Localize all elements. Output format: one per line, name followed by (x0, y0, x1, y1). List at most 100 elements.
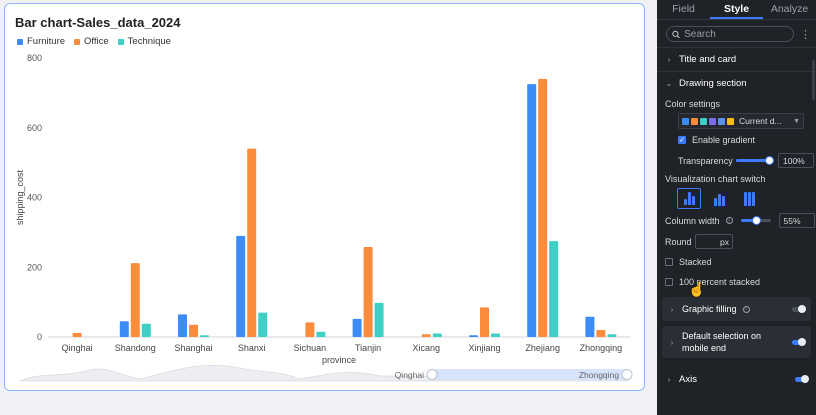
graphic-filling-row[interactable]: › Graphic filling i (662, 297, 811, 321)
bar-furniture-xinjiang (469, 335, 478, 337)
grouped-bar-button[interactable] (677, 188, 701, 209)
more-options-icon[interactable]: ⋮ (800, 28, 811, 41)
stacked-bar-button[interactable] (707, 188, 731, 209)
tab-analyze[interactable]: Analyze (770, 3, 809, 15)
percent-stacked-checkbox[interactable] (665, 278, 673, 286)
percent-stacked-bar-button[interactable] (737, 188, 761, 209)
chevron-right-icon: › (670, 304, 674, 314)
bar-technique-sichuan (316, 331, 326, 337)
search-icon (672, 30, 680, 38)
bar-office-zhejiang (538, 78, 548, 338)
legend-item-technique[interactable]: Technique (117, 36, 171, 47)
default-selection-label: Default selection on mobile end (682, 331, 762, 353)
axis-toggle[interactable] (795, 374, 809, 383)
bar-technique-shandong (141, 323, 151, 337)
y-tick-label: 400 (27, 193, 42, 203)
column-width-slider-knob[interactable] (752, 216, 762, 225)
column-width-slider[interactable] (740, 216, 771, 225)
x-tick-label: Tianjin (355, 343, 381, 353)
enable-gradient-row[interactable]: ✓ Enable gradient (678, 135, 816, 145)
bar-office-shandong (130, 263, 140, 337)
column-width-label: Column width (665, 215, 720, 226)
round-input[interactable]: px (695, 234, 733, 249)
y-tick-label: 0 (37, 332, 42, 342)
section-drawing-label: Drawing section (679, 78, 747, 89)
transparency-slider[interactable] (736, 156, 774, 165)
info-icon[interactable]: i (742, 305, 750, 313)
tab-field[interactable]: Field (672, 3, 695, 15)
info-icon[interactable]: i (725, 217, 733, 224)
search-box[interactable] (666, 26, 794, 42)
y-tick-label: 200 (27, 262, 42, 272)
y-tick-label: 800 (27, 53, 42, 63)
section-drawing[interactable]: ⌄ Drawing section (657, 71, 816, 95)
legend-item-furniture[interactable]: Furniture (17, 36, 65, 47)
palette-color-3 (700, 117, 707, 125)
enable-gradient-label: Enable gradient (692, 135, 756, 145)
legend-swatch-office (74, 38, 81, 45)
palette-color-5 (718, 117, 725, 125)
column-width-slider-fill (740, 219, 758, 222)
column-width-value[interactable]: 55% (778, 213, 815, 228)
tab-style[interactable]: Style (710, 0, 763, 19)
zoom-start-label: Qinghai (395, 370, 424, 380)
zoom-end-label: Zhongqing (579, 370, 619, 380)
y-axis-title: shipping_cost (15, 169, 25, 225)
bar-furniture-tianjin (352, 318, 362, 337)
enable-gradient-checkbox[interactable]: ✓ (678, 136, 686, 144)
chevron-right-icon: › (670, 337, 674, 347)
zoom-handle-left (426, 369, 438, 380)
default-selection-row[interactable]: › Default selection on mobile end (662, 326, 811, 358)
style-panel: Field Style Analyze ⋮ › Title and card ⌄… (657, 0, 816, 415)
hand-cursor-icon: ☝ (688, 281, 706, 297)
graphic-filling-toggle[interactable] (792, 304, 806, 313)
transparency-label: Transparency (678, 155, 733, 166)
legend-swatch-furniture (17, 38, 23, 45)
palette-color-6 (727, 117, 734, 125)
chart-card[interactable]: Bar chart-Sales_data_2024 Furniture Offi… (4, 3, 645, 391)
bar-technique-xinjiang (491, 333, 500, 337)
color-settings-label: Color settings (665, 99, 721, 109)
stacked-row[interactable]: Stacked (665, 257, 816, 267)
bar-furniture-zhongqing (585, 316, 595, 337)
x-tick-label: Shandong (115, 343, 156, 353)
bar-furniture-shandong (119, 321, 129, 337)
x-tick-label: Xinjiang (468, 343, 500, 353)
color-scheme-select[interactable]: Current d... ▼ (678, 113, 804, 129)
percent-stacked-row[interactable]: 100 percent stacked (665, 277, 816, 287)
panel-tabs: Field Style Analyze (657, 0, 816, 20)
stacked-checkbox[interactable] (665, 258, 673, 266)
section-title-and-card-label: Title and card (679, 54, 737, 65)
transparency-slider-knob[interactable] (765, 156, 774, 165)
palette-color-1 (682, 117, 689, 125)
zoom-handle-right (621, 369, 633, 380)
search-input[interactable] (684, 28, 793, 40)
transparency-value[interactable]: 100% (778, 153, 814, 168)
default-selection-toggle[interactable] (792, 337, 806, 346)
legend-item-office[interactable]: Office (74, 36, 109, 47)
chart-legend: Furniture Office Technique (17, 36, 171, 47)
chevron-down-icon: ⌄ (665, 79, 673, 88)
bar-technique-tianjin (374, 302, 384, 337)
round-unit: px (720, 236, 729, 247)
x-tick-label: Zhejiang (525, 343, 560, 353)
zoom-range-selection (432, 369, 628, 380)
bar-furniture-shanxi (236, 235, 246, 337)
x-tick-label: Qinghai (62, 343, 93, 353)
round-label: Round (665, 236, 692, 247)
viz-switch-group (677, 188, 816, 209)
legend-label-furniture: Furniture (27, 36, 66, 47)
section-axis-label: Axis (679, 373, 697, 385)
panel-scrollbar[interactable] (812, 60, 815, 100)
stacked-label: Stacked (679, 257, 712, 267)
color-scheme-label: Current d... (739, 116, 782, 126)
bar-furniture-zhejiang (527, 84, 537, 337)
bar-technique-zhongqing (607, 334, 617, 337)
section-title-and-card[interactable]: › Title and card (657, 47, 816, 71)
x-tick-label: Sichuan (294, 343, 327, 353)
section-axis[interactable]: › Axis (657, 367, 816, 391)
bar-office-shanxi (247, 148, 257, 337)
bar-technique-xicang (432, 333, 442, 337)
x-axis-title: province (322, 355, 356, 365)
chevron-right-icon: › (667, 374, 671, 384)
